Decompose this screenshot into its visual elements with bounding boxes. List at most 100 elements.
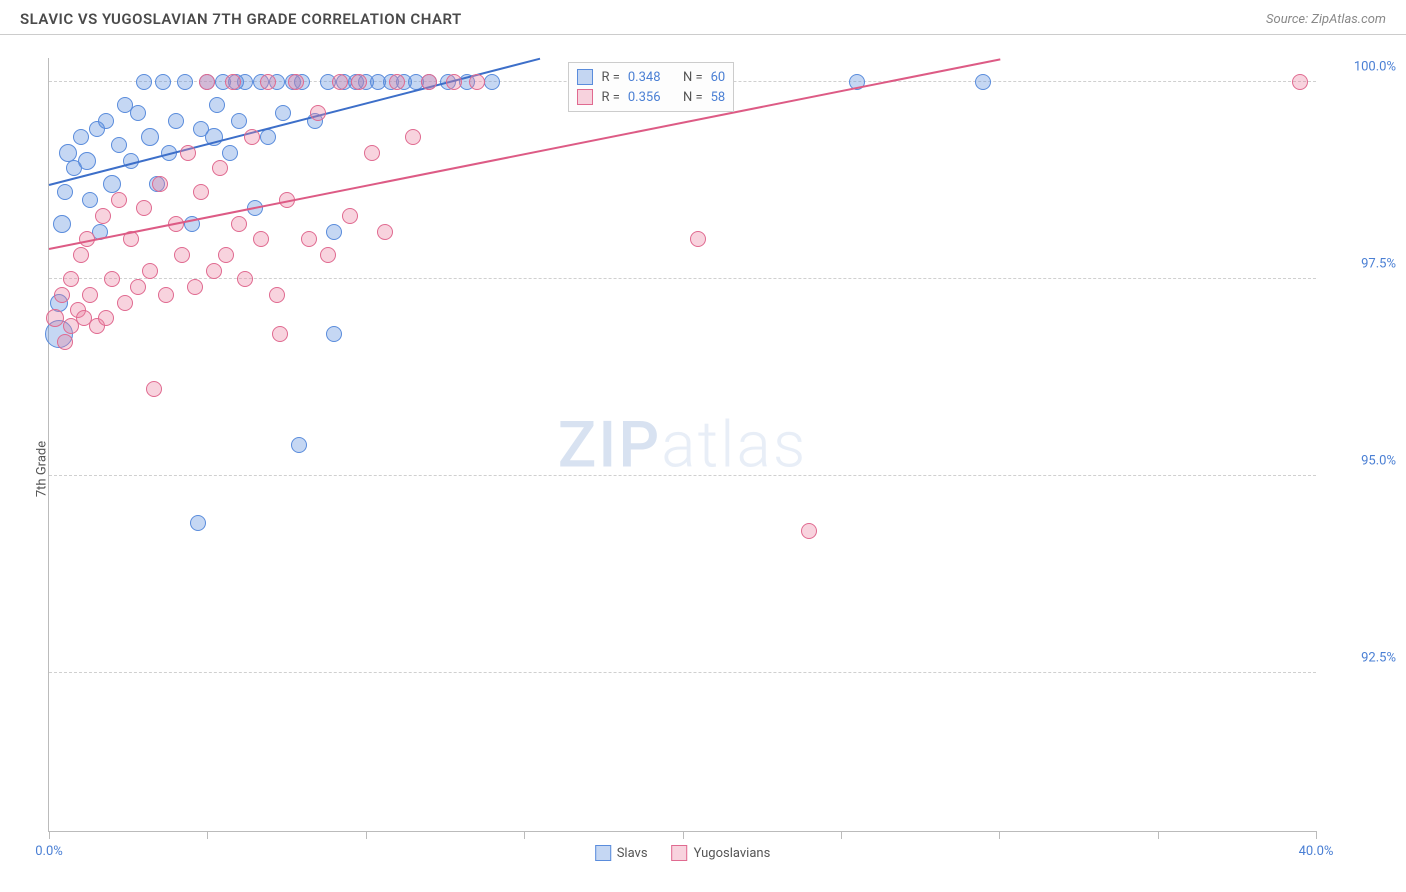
gridline <box>49 672 1316 673</box>
y-tick-label: 100.0% <box>1326 59 1396 74</box>
data-point <box>260 129 276 145</box>
data-point <box>351 74 367 90</box>
stats-row: R = 0.356 N = 58 <box>577 87 725 107</box>
data-point <box>377 224 393 240</box>
data-point <box>231 216 247 232</box>
data-point <box>190 515 206 531</box>
data-point <box>206 263 222 279</box>
x-tick-label: 0.0% <box>35 844 63 859</box>
data-point <box>136 74 152 90</box>
data-point <box>98 113 114 129</box>
data-point <box>801 523 817 539</box>
data-point <box>142 263 158 279</box>
data-point <box>222 145 238 161</box>
legend-label: Yugoslavians <box>694 846 771 861</box>
data-point <box>218 247 234 263</box>
data-point <box>237 271 253 287</box>
data-point <box>117 295 133 311</box>
data-point <box>326 224 342 240</box>
legend-swatch <box>577 89 593 105</box>
plot-region: ZIPatlas 92.5%95.0%97.5%100.0%0.0%40.0%R… <box>48 58 1316 832</box>
data-point <box>187 279 203 295</box>
x-tick <box>1158 831 1159 839</box>
data-point <box>180 145 196 161</box>
data-point <box>57 334 73 350</box>
source-label: Source: ZipAtlas.com <box>1266 12 1386 27</box>
legend-swatch <box>672 845 688 861</box>
stat-n-value: 58 <box>711 90 726 105</box>
data-point <box>146 381 162 397</box>
data-point <box>103 175 121 193</box>
stats-box: R = 0.348 N = 60R = 0.356 N = 58 <box>568 62 734 112</box>
y-tick-label: 92.5% <box>1326 651 1396 666</box>
data-point <box>98 310 114 326</box>
legend-label: Slavs <box>617 846 648 861</box>
legend-swatch <box>577 69 593 85</box>
data-point <box>225 74 241 90</box>
data-point <box>975 74 991 90</box>
x-tick <box>1316 831 1317 839</box>
chart-area: 7th Grade ZIPatlas 92.5%95.0%97.5%100.0%… <box>0 46 1406 892</box>
y-tick-label: 97.5% <box>1326 256 1396 271</box>
data-point <box>57 184 73 200</box>
data-point <box>421 74 437 90</box>
data-point <box>54 287 70 303</box>
watermark: ZIPatlas <box>558 407 808 482</box>
data-point <box>253 231 269 247</box>
data-point <box>199 74 215 90</box>
data-point <box>260 74 276 90</box>
data-point <box>141 128 159 146</box>
data-point <box>95 208 111 224</box>
data-point <box>332 74 348 90</box>
stat-n-value: 60 <box>711 70 726 85</box>
data-point <box>158 287 174 303</box>
data-point <box>326 326 342 342</box>
data-point <box>53 215 71 233</box>
data-point <box>155 74 171 90</box>
legend-item: Slavs <box>595 845 648 861</box>
data-point <box>275 105 291 121</box>
data-point <box>82 287 98 303</box>
x-tick <box>49 831 50 839</box>
data-point <box>78 152 96 170</box>
data-point <box>389 74 405 90</box>
data-point <box>244 129 260 145</box>
data-point <box>130 105 146 121</box>
data-point <box>152 176 168 192</box>
data-point <box>484 74 500 90</box>
x-tick <box>207 831 208 839</box>
x-tick <box>366 831 367 839</box>
data-point <box>136 200 152 216</box>
data-point <box>320 247 336 263</box>
data-point <box>231 113 247 129</box>
chart-title: SLAVIC VS YUGOSLAVIAN 7TH GRADE CORRELAT… <box>20 10 462 28</box>
data-point <box>446 74 462 90</box>
stat-r-value: 0.348 <box>628 70 661 85</box>
data-point <box>193 184 209 200</box>
data-point <box>291 437 307 453</box>
x-tick <box>999 831 1000 839</box>
legend-item: Yugoslavians <box>672 845 771 861</box>
data-point <box>73 247 89 263</box>
data-point <box>104 271 120 287</box>
data-point <box>46 309 64 327</box>
data-point <box>690 231 706 247</box>
stat-n-label: N = <box>683 90 703 105</box>
data-point <box>177 74 193 90</box>
data-point <box>59 144 77 162</box>
stats-row: R = 0.348 N = 60 <box>577 67 725 87</box>
data-point <box>405 129 421 145</box>
data-point <box>272 326 288 342</box>
x-tick <box>841 831 842 839</box>
data-point <box>1292 74 1308 90</box>
data-point <box>288 74 304 90</box>
y-tick-label: 95.0% <box>1326 454 1396 469</box>
data-point <box>342 208 358 224</box>
data-point <box>469 74 485 90</box>
data-point <box>310 105 326 121</box>
data-point <box>174 247 190 263</box>
data-point <box>63 271 79 287</box>
x-tick <box>524 831 525 839</box>
data-point <box>130 279 146 295</box>
data-point <box>73 129 89 145</box>
